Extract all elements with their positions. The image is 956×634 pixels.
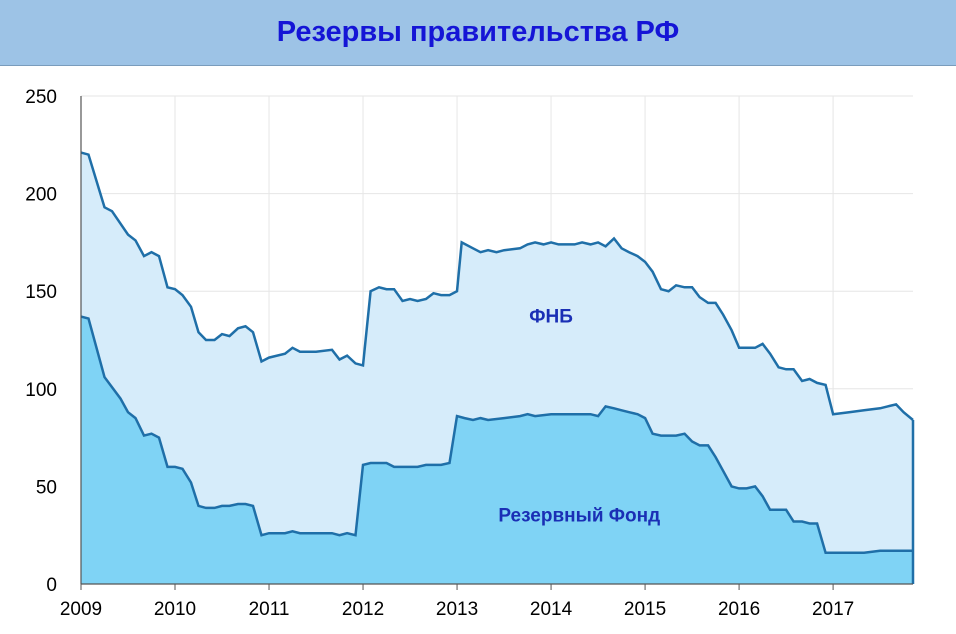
y-tick-label: 250	[25, 87, 57, 108]
fnb-label: ФНБ	[529, 306, 573, 327]
chart: 0 50 100 150 200 250 2009 2010 2011 2012 2013 2014 2…	[25, 87, 915, 620]
x-tick-label: 2014	[530, 599, 573, 620]
x-tick-label: 2010	[154, 599, 196, 620]
reserve-fund-line	[80, 315, 913, 555]
y-tick-label: 100	[25, 380, 57, 401]
axes	[80, 96, 913, 590]
x-tick-label: 2016	[718, 599, 760, 620]
fnb-line	[80, 151, 914, 421]
chart-title: Резервы правительства РФ	[276, 16, 680, 48]
x-tick-label: 2015	[624, 599, 666, 620]
tick-labels: 0 50 100 150 200 250 2009 2010 2011 2012 2013 2014 2…	[25, 87, 854, 620]
y-tick-label: 200	[25, 185, 57, 206]
reserve-fund-label: Резервный Фонд	[498, 506, 660, 527]
x-tick-label: 2011	[249, 599, 290, 620]
reserve-fund-area	[81, 316, 913, 584]
y-tick-label: 0	[46, 575, 57, 596]
x-tick-label: 2013	[436, 599, 478, 620]
x-tick-label: 2009	[60, 599, 102, 620]
x-tick-label: 2012	[342, 599, 384, 620]
y-tick-label: 150	[25, 282, 57, 303]
y-tick-label: 50	[36, 477, 57, 498]
title-bar: Резервы правительства РФ	[0, 0, 956, 66]
x-tick-label: 2017	[812, 599, 854, 620]
